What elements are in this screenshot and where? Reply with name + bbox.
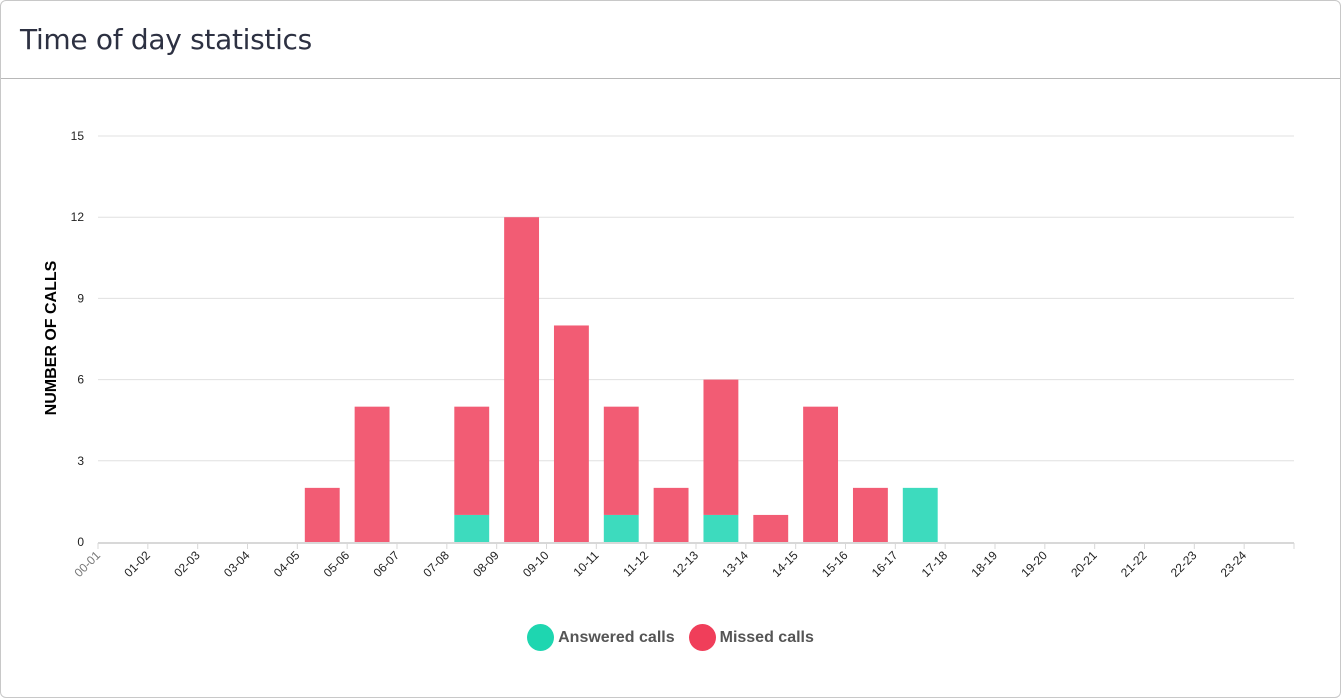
bar-missed-08-09 — [504, 217, 540, 542]
chart-legend: Answered calls Missed calls — [0, 624, 1341, 651]
bar-missed-10-11 — [603, 406, 639, 515]
x-tick-label: 15-16 — [819, 548, 851, 580]
legend-marker-missed — [688, 624, 716, 651]
x-tick-label: 13-14 — [719, 548, 751, 580]
legend-item-missed[interactable]: Missed calls — [688, 624, 814, 651]
bar-answered-12-13 — [703, 514, 739, 542]
x-tick-label: 19-20 — [1018, 548, 1050, 580]
x-tick-label: 04-05 — [271, 548, 303, 580]
bar-answered-07-08 — [454, 514, 490, 542]
x-tick-label: 17-18 — [919, 548, 951, 580]
x-tick-label: 22-23 — [1168, 548, 1200, 580]
card-header: Time of day statistics — [1, 1, 1340, 79]
bar-missed-11-12 — [653, 487, 689, 542]
x-tick-label: 06-07 — [371, 548, 403, 580]
y-tick-label: 3 — [77, 454, 84, 468]
bar-missed-12-13 — [703, 379, 739, 515]
bar-missed-05-06 — [354, 406, 390, 542]
legend-label-missed: Missed calls — [719, 628, 814, 646]
x-tick-label: 14-15 — [769, 548, 801, 580]
legend-label-answered: Answered calls — [558, 628, 675, 646]
y-tick-label: 12 — [71, 210, 85, 224]
bar-missed-14-15 — [803, 406, 839, 542]
bar-answered-10-11 — [603, 514, 639, 542]
x-tick-label: 12-13 — [670, 548, 702, 580]
bar-missed-13-14 — [753, 514, 789, 542]
y-tick-label: 0 — [77, 535, 84, 549]
bar-missed-07-08 — [454, 406, 490, 515]
y-tick-label: 6 — [77, 373, 84, 387]
x-tick-label: 21-22 — [1118, 548, 1150, 580]
legend-item-answered[interactable]: Answered calls — [527, 624, 675, 651]
x-tick-label: 08-09 — [470, 548, 502, 580]
x-tick-label: 02-03 — [171, 548, 203, 580]
x-tick-label: 03-04 — [221, 548, 253, 580]
x-tick-label: 23-24 — [1218, 548, 1250, 580]
bar-missed-09-10 — [553, 325, 589, 542]
x-tick-label: 01-02 — [121, 548, 153, 580]
x-tick-label: 00-01 — [72, 548, 104, 580]
bar-missed-04-05 — [304, 487, 340, 542]
bar-missed-15-16 — [852, 487, 888, 542]
x-tick-label: 20-21 — [1068, 548, 1100, 580]
x-tick-label: 18-19 — [969, 548, 1001, 580]
x-tick-label: 10-11 — [570, 548, 601, 579]
y-axis-label: NUMBER OF CALLS — [43, 260, 60, 415]
page-title: Time of day statistics — [20, 23, 312, 56]
x-tick-label: 16-17 — [869, 548, 901, 580]
x-tick-label: 09-10 — [520, 548, 552, 580]
x-tick-label: 05-06 — [321, 548, 353, 580]
legend-marker-answered — [527, 624, 555, 651]
y-tick-label: 9 — [77, 291, 84, 305]
bar-answered-16-17 — [902, 487, 938, 542]
y-tick-label: 15 — [71, 129, 85, 143]
x-tick-label: 11-12 — [620, 548, 651, 579]
x-tick-label: 07-08 — [420, 548, 452, 580]
